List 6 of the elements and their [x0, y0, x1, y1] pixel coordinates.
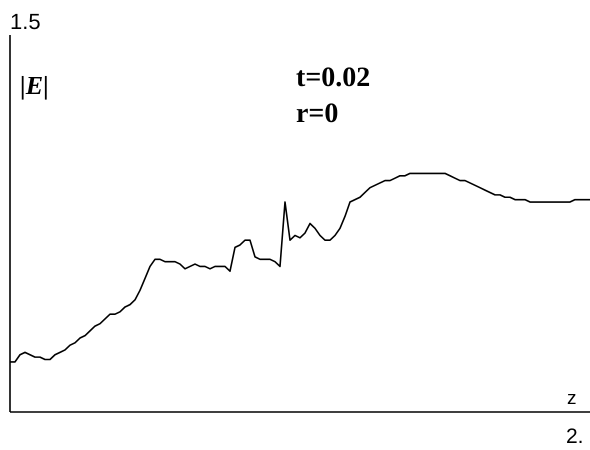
text: 1.5 — [10, 9, 41, 34]
text: r=0 — [296, 98, 338, 129]
text: 2. — [566, 425, 584, 448]
x-axis-title: z — [567, 388, 576, 409]
text: t=0.02 — [296, 62, 370, 93]
y-axis-title: |E| — [20, 71, 49, 100]
